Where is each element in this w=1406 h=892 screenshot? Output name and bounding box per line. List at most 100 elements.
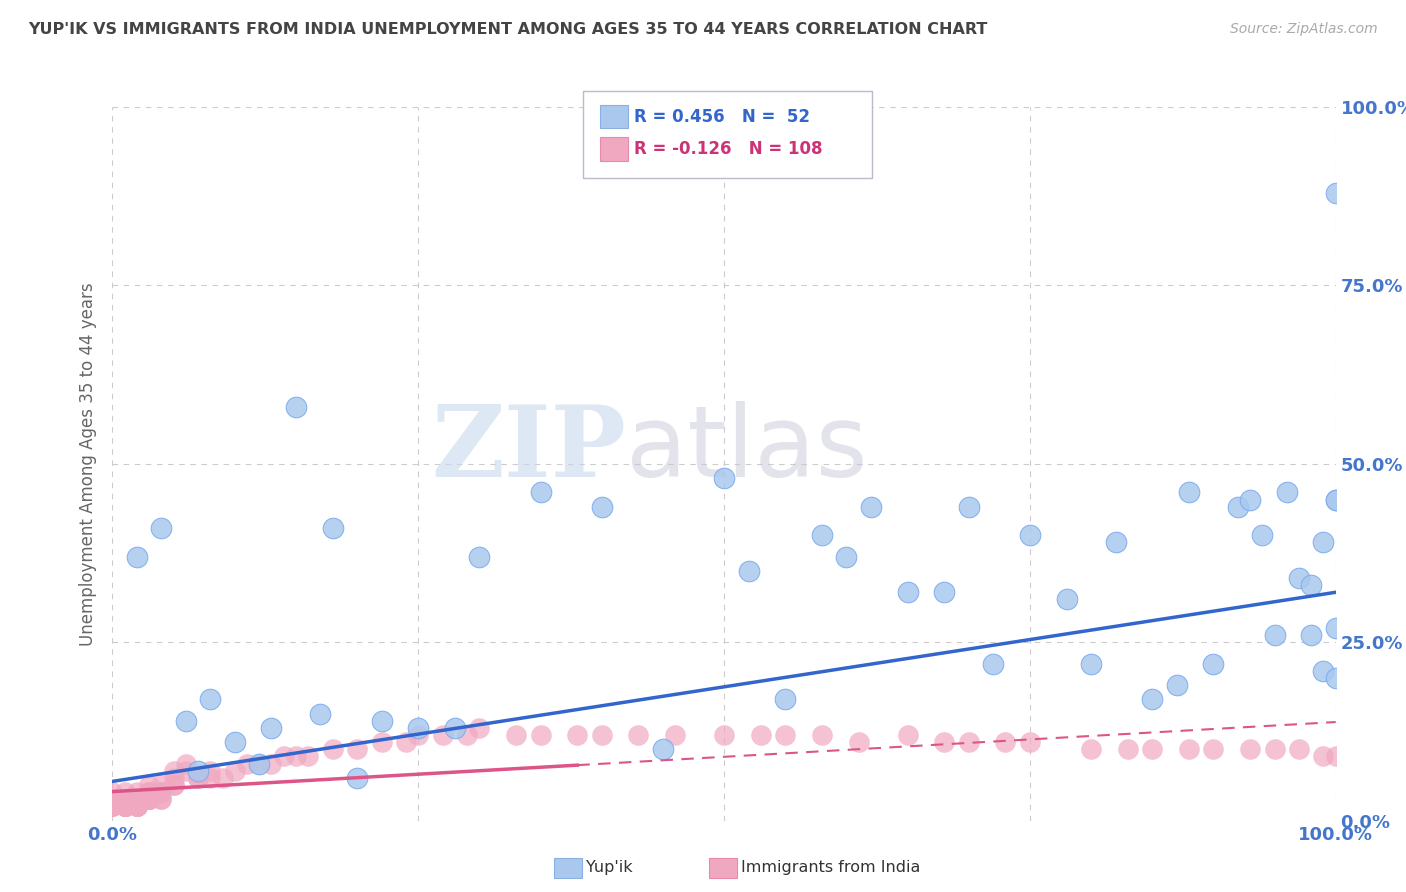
Point (101, 792, 124, 806)
Point (150, 785, 173, 799)
Point (370, 735, 392, 749)
Point (346, 771, 368, 785)
Point (114, 799, 136, 814)
Point (138, 792, 160, 806)
Point (150, 792, 173, 806)
Point (408, 728, 430, 742)
Point (297, 749, 319, 764)
Point (1080, 657, 1102, 671)
Point (125, 799, 148, 814)
Point (273, 749, 295, 764)
Point (125, 799, 148, 814)
Point (897, 585, 920, 599)
Point (811, 728, 834, 742)
Point (1202, 742, 1225, 756)
Text: ZIP: ZIP (432, 401, 626, 498)
Point (101, 799, 124, 814)
Text: YUP'IK VS IMMIGRANTS FROM INDIA UNEMPLOYMENT AMONG AGES 35 TO 44 YEARS CORRELATI: YUP'IK VS IMMIGRANTS FROM INDIA UNEMPLOY… (28, 22, 987, 37)
Point (125, 792, 148, 806)
Point (187, 771, 209, 785)
Point (1251, 528, 1274, 542)
Point (125, 799, 148, 814)
Point (114, 792, 136, 806)
Point (811, 528, 834, 542)
Point (138, 792, 160, 806)
Point (174, 756, 197, 771)
Point (848, 735, 870, 749)
Point (224, 735, 246, 749)
Point (713, 728, 735, 742)
Point (1264, 742, 1286, 756)
Point (114, 799, 136, 814)
Point (125, 785, 148, 799)
Point (260, 756, 283, 771)
Point (1288, 742, 1310, 756)
Text: Yup'ik: Yup'ik (586, 861, 633, 875)
Point (114, 799, 136, 814)
Point (114, 799, 136, 814)
Point (138, 792, 160, 806)
Text: Source: ZipAtlas.com: Source: ZipAtlas.com (1230, 22, 1378, 37)
Point (1104, 535, 1126, 549)
Point (247, 756, 270, 771)
Point (859, 500, 882, 514)
Point (395, 735, 418, 749)
Point (1301, 628, 1323, 642)
Point (284, 749, 308, 764)
Point (247, 756, 270, 771)
Point (957, 735, 980, 749)
Point (114, 799, 136, 814)
Point (1116, 742, 1139, 756)
Point (138, 792, 160, 806)
Point (1056, 592, 1078, 607)
Point (737, 564, 759, 578)
Point (1166, 678, 1188, 692)
Point (775, 692, 797, 706)
Point (101, 792, 124, 806)
Point (125, 792, 148, 806)
Point (468, 721, 491, 735)
Point (346, 742, 368, 756)
Point (505, 728, 527, 742)
Point (1080, 742, 1102, 756)
Point (529, 485, 551, 500)
Point (114, 799, 136, 814)
Point (101, 785, 124, 799)
Point (1202, 657, 1225, 671)
Point (138, 778, 160, 792)
Point (114, 799, 136, 814)
Point (322, 521, 344, 535)
Point (1239, 492, 1261, 507)
Point (468, 549, 491, 564)
Point (236, 756, 259, 771)
Point (125, 799, 148, 814)
Point (957, 500, 980, 514)
Point (713, 471, 735, 485)
Point (1324, 671, 1347, 685)
Point (1324, 749, 1347, 764)
Point (567, 728, 589, 742)
Point (125, 799, 148, 814)
Point (125, 799, 148, 814)
Point (322, 742, 344, 756)
Point (150, 792, 173, 806)
Point (934, 735, 956, 749)
Point (114, 799, 136, 814)
Text: Immigrants from India: Immigrants from India (741, 861, 921, 875)
Point (150, 785, 173, 799)
Point (125, 549, 148, 564)
Point (1324, 186, 1347, 200)
Point (1312, 664, 1334, 678)
Point (114, 799, 136, 814)
Point (1178, 485, 1201, 500)
Point (114, 799, 136, 814)
Text: R = -0.126   N = 108: R = -0.126 N = 108 (634, 140, 823, 158)
Point (101, 792, 124, 806)
Point (1018, 735, 1040, 749)
Point (370, 714, 392, 728)
Point (1312, 749, 1334, 764)
Point (775, 728, 797, 742)
Point (994, 735, 1017, 749)
Point (211, 771, 233, 785)
Point (309, 706, 332, 721)
